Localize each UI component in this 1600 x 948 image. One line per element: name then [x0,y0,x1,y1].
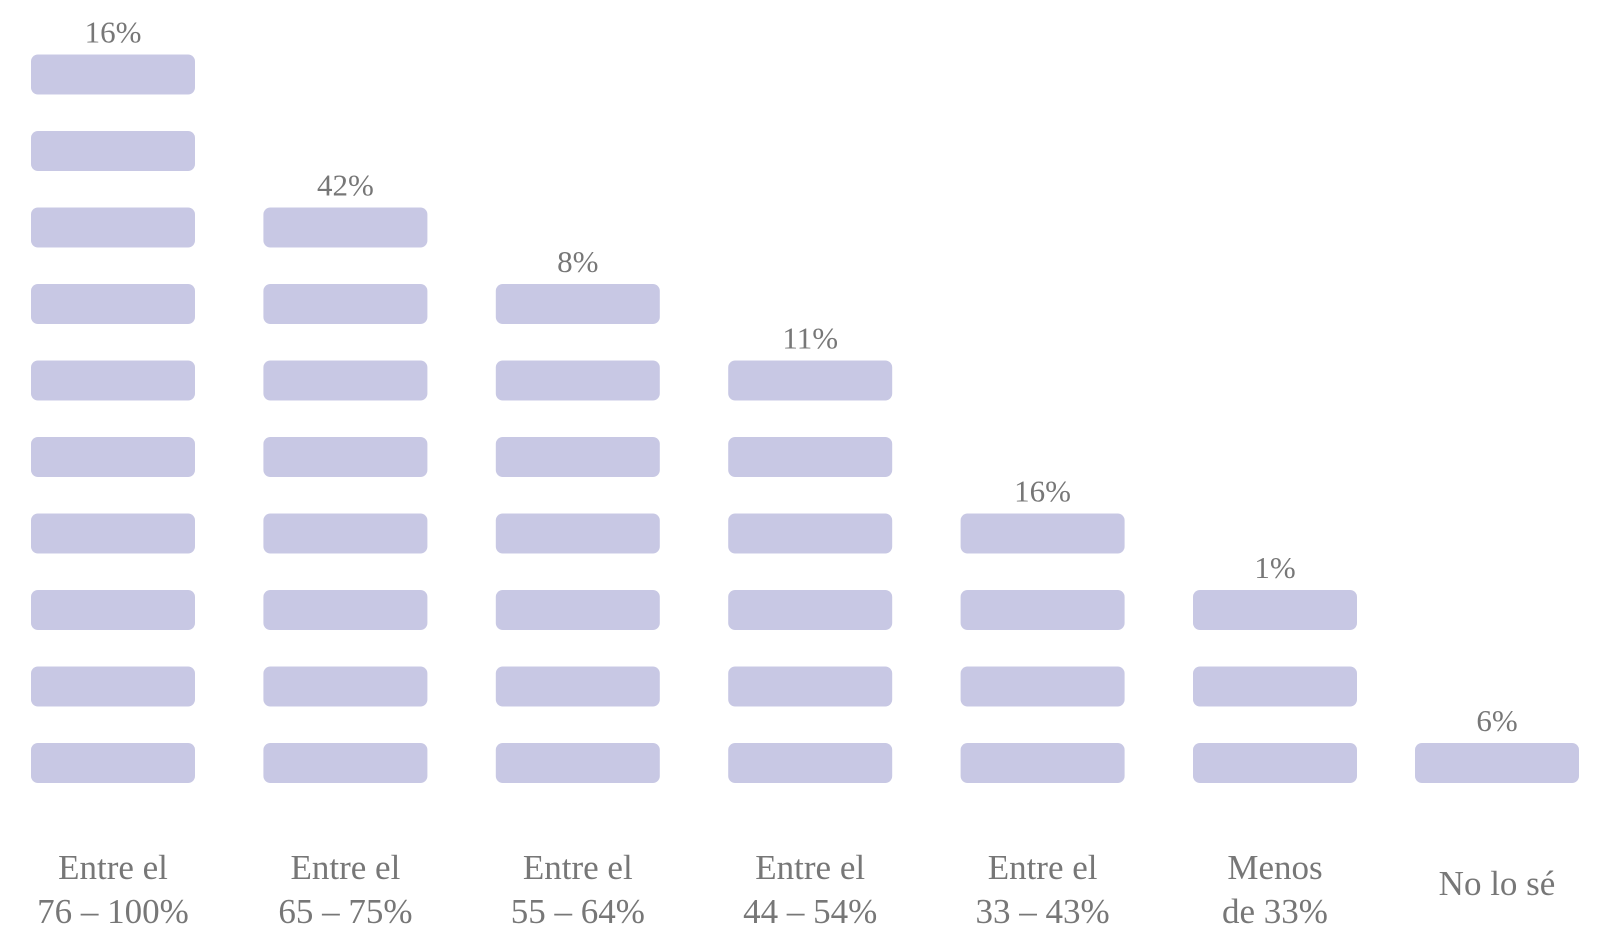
pill [31,513,195,554]
pill [263,513,428,554]
pill [495,513,660,554]
value-label: 8% [557,244,598,279]
pill [263,437,428,477]
pill [495,437,660,477]
pill [31,590,195,630]
value-label: 1% [1254,550,1295,585]
value-label: 6% [1476,703,1517,738]
category-label: 44 – 54% [743,892,877,931]
pill [1193,666,1357,707]
pill [263,590,428,630]
pill [31,743,195,783]
pill [1193,743,1357,783]
value-label: 16% [85,15,142,50]
category-label: Entre el [523,848,633,887]
pill [31,207,195,248]
pill [263,360,428,401]
pill [495,666,660,707]
category-label: Entre el [58,848,168,887]
value-label: 16% [1014,474,1071,509]
pill [495,360,660,401]
pill [728,360,893,401]
category-label: 76 – 100% [37,892,189,931]
pill [31,131,195,171]
pill [31,54,195,95]
pill [263,207,428,248]
pill [263,666,428,707]
category-label: 65 – 75% [278,892,412,931]
category-label: Entre el [290,848,400,887]
pill [960,743,1125,783]
pill [728,513,893,554]
pill [1415,743,1579,783]
pill [960,590,1125,630]
pill [728,743,893,783]
pill [728,437,893,477]
value-label: 11% [782,321,838,356]
pill [31,284,195,324]
category-label: 55 – 64% [511,892,645,931]
pill [1193,590,1357,630]
pill [31,666,195,707]
category-label: Entre el [755,848,865,887]
pill [495,284,660,324]
pill [263,284,428,324]
pill [263,743,428,783]
pill [31,437,195,477]
pill [960,666,1125,707]
value-label: 42% [317,168,374,203]
pill [495,590,660,630]
category-label: de 33% [1222,892,1328,931]
category-label: No lo sé [1439,864,1556,903]
pill [960,513,1125,554]
pill [31,360,195,401]
pill [495,743,660,783]
pill [728,666,893,707]
category-label: Entre el [988,848,1098,887]
category-label: Menos [1227,848,1322,887]
pill [728,590,893,630]
category-label: 33 – 43% [976,892,1110,931]
